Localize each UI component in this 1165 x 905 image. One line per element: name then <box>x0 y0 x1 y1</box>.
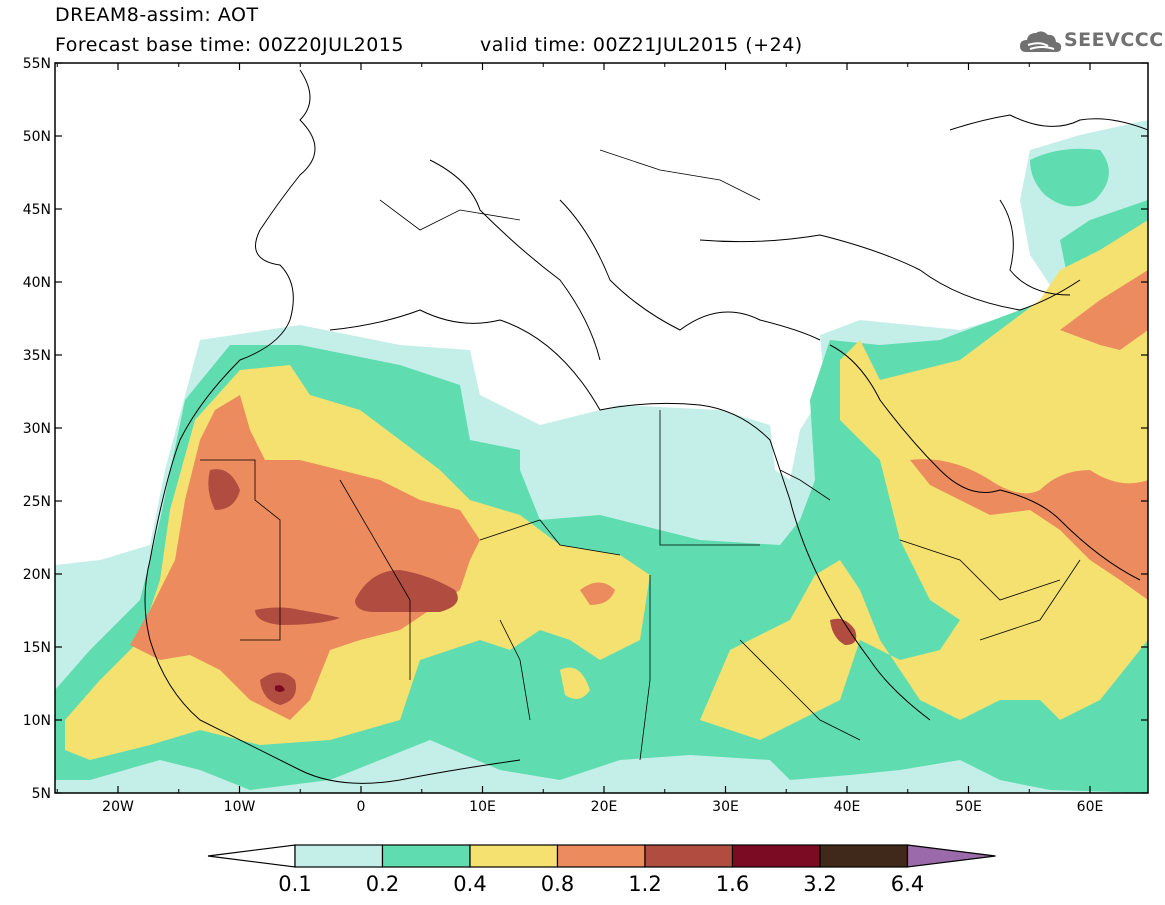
logo-text: SEEVCCC <box>1064 29 1164 51</box>
lat-tick-label: 45N <box>23 202 51 218</box>
lon-tick-label: 60E <box>1077 799 1104 815</box>
colorbar: 0.1 0.2 0.4 0.8 1.2 1.6 3.2 6.4 <box>207 844 996 896</box>
lon-tick-label: 20W <box>102 799 134 815</box>
valid-time: valid time: 00Z21JUL2015 (+24) <box>480 34 803 56</box>
cloud-icon <box>1020 31 1062 52</box>
colorbar-label: 1.2 <box>628 872 661 896</box>
lat-tick-label: 20N <box>23 567 51 583</box>
lat-tick-label: 50N <box>23 129 51 145</box>
colorbar-swatch <box>819 844 909 868</box>
forecast-base-time: Forecast base time: 00Z20JUL2015 <box>55 34 404 56</box>
colorbar-swatch <box>381 844 471 868</box>
lon-tick-label: 10E <box>469 799 496 815</box>
lat-tick-label: 40N <box>23 275 51 291</box>
colorbar-label: 0.2 <box>366 872 399 896</box>
lat-tick-label: 5N <box>32 786 51 802</box>
colorbar-swatch <box>644 844 734 868</box>
colorbar-swatch <box>294 844 384 868</box>
lon-tick-label: 30E <box>712 799 739 815</box>
colorbar-label: 1.6 <box>716 872 749 896</box>
colorbar-label: 3.2 <box>803 872 836 896</box>
lat-tick-label: 25N <box>23 494 51 510</box>
lon-tick-label: 10W <box>224 799 256 815</box>
lat-tick-label: 35N <box>23 348 51 364</box>
colorbar-label: 0.4 <box>453 872 486 896</box>
lat-tick-label: 55N <box>23 56 51 72</box>
colorbar-swatch <box>556 844 646 868</box>
lat-tick-label: 30N <box>23 421 51 437</box>
lat-tick-label: 10N <box>23 713 51 729</box>
colorbar-label: 0.8 <box>541 872 574 896</box>
colorbar-high-arrow <box>906 844 996 868</box>
latitude-axis: 55N 50N 45N 40N 35N 30N 25N 20N 15N 10N 5N <box>23 56 1148 802</box>
lon-tick-label: 20E <box>591 799 618 815</box>
lon-tick-label: 0 <box>357 799 366 815</box>
colorbar-swatch <box>731 844 821 868</box>
longitude-axis: 20W 10W 0 10E 20E 30E 40E 50E 60E <box>56 63 1104 815</box>
map-title: DREAM8-assim: AOT <box>55 4 259 26</box>
colorbar-label: 0.1 <box>278 872 311 896</box>
colorbar-swatch <box>469 844 559 868</box>
coastlines <box>144 69 1148 784</box>
lon-tick-label: 50E <box>955 799 982 815</box>
aot-contour-1-6 <box>275 685 285 692</box>
country-borders <box>200 149 1081 761</box>
lon-tick-label: 40E <box>834 799 861 815</box>
lat-tick-label: 15N <box>23 640 51 656</box>
colorbar-low-arrow <box>207 844 296 868</box>
colorbar-label: 6.4 <box>891 872 924 896</box>
